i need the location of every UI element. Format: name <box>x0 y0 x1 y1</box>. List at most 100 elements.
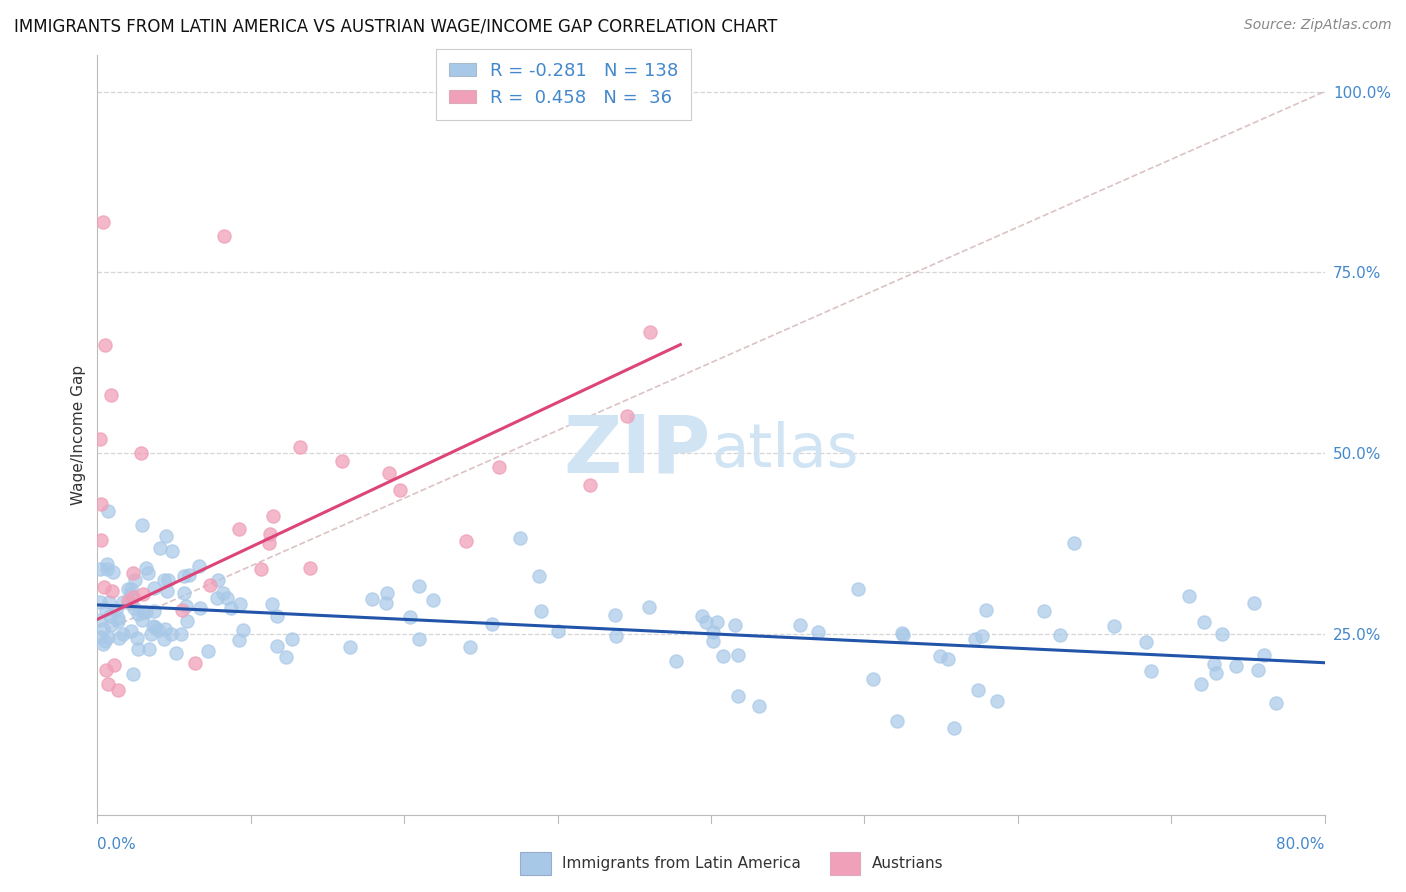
Point <box>970 628 993 642</box>
Point <box>173 569 195 583</box>
Point <box>107 611 129 625</box>
Point <box>298 561 321 575</box>
Point <box>138 641 160 656</box>
Point <box>330 453 353 467</box>
Point <box>375 596 398 610</box>
Point <box>481 616 503 631</box>
Point <box>724 618 747 632</box>
Point <box>509 531 531 545</box>
Point <box>117 593 139 607</box>
Point <box>103 657 125 672</box>
Point <box>143 582 166 596</box>
Point <box>177 567 200 582</box>
Point <box>89 595 111 609</box>
Point <box>103 565 125 579</box>
Point <box>690 609 713 624</box>
Point <box>1135 634 1157 648</box>
Point <box>228 523 250 537</box>
Point <box>97 504 120 518</box>
Point <box>93 634 115 648</box>
Point <box>184 656 207 670</box>
Point <box>1192 615 1215 629</box>
Text: atlas: atlas <box>711 421 859 480</box>
Point <box>93 581 115 595</box>
Point <box>153 632 176 646</box>
Point <box>136 566 159 581</box>
Point <box>165 646 187 660</box>
Point <box>173 586 195 600</box>
Point <box>274 650 297 665</box>
Point <box>388 483 411 498</box>
Point <box>91 623 114 637</box>
Point <box>127 607 149 621</box>
Point <box>98 609 121 624</box>
Point <box>135 561 157 575</box>
Point <box>198 577 221 591</box>
Point <box>135 605 157 619</box>
Point <box>97 677 120 691</box>
Point <box>96 562 118 576</box>
Text: ZIP: ZIP <box>564 411 711 489</box>
Point <box>101 583 124 598</box>
Point <box>160 627 183 641</box>
Point <box>97 630 120 644</box>
Point <box>111 627 134 641</box>
Point <box>120 582 142 596</box>
Point <box>212 229 235 244</box>
Point <box>94 602 117 616</box>
Point <box>217 591 239 605</box>
Point <box>695 615 717 629</box>
Point <box>928 648 950 663</box>
Point <box>727 648 749 663</box>
Point <box>170 603 193 617</box>
Point <box>807 625 830 640</box>
Point <box>1253 648 1275 662</box>
Point <box>156 573 179 587</box>
Point <box>89 630 111 644</box>
Point <box>665 654 688 668</box>
Point <box>117 582 139 597</box>
Point <box>141 627 163 641</box>
Point <box>143 604 166 618</box>
Point <box>702 633 724 648</box>
Point <box>1189 676 1212 690</box>
Point <box>120 587 142 601</box>
Point <box>132 605 155 619</box>
Point <box>748 699 770 714</box>
Point <box>100 617 122 632</box>
Point <box>100 388 122 402</box>
Point <box>262 509 284 524</box>
Point <box>702 624 724 639</box>
Point <box>890 626 912 640</box>
Point <box>205 591 228 606</box>
Point <box>96 557 118 571</box>
Point <box>547 624 569 638</box>
Point <box>124 573 146 587</box>
Point <box>1243 595 1265 609</box>
Point <box>398 609 420 624</box>
Point <box>207 573 229 587</box>
Point <box>1033 604 1056 618</box>
Point <box>142 619 165 633</box>
Y-axis label: Wage/Income Gap: Wage/Income Gap <box>72 365 86 505</box>
Point <box>197 644 219 658</box>
Legend: R = -0.281   N = 138, R =  0.458   N =  36: R = -0.281 N = 138, R = 0.458 N = 36 <box>436 49 692 120</box>
Point <box>1102 619 1125 633</box>
Point <box>377 466 399 480</box>
Point <box>259 535 281 549</box>
Point <box>266 609 288 624</box>
Point <box>605 629 627 643</box>
Point <box>891 628 914 642</box>
Point <box>1140 665 1163 679</box>
Point <box>713 648 735 663</box>
Point <box>986 694 1008 708</box>
Point <box>90 533 112 547</box>
Text: IMMIGRANTS FROM LATIN AMERICA VS AUSTRIAN WAGE/INCOME GAP CORRELATION CHART: IMMIGRANTS FROM LATIN AMERICA VS AUSTRIA… <box>14 18 778 36</box>
Point <box>89 613 111 627</box>
Point <box>93 215 115 229</box>
Text: Source: ZipAtlas.com: Source: ZipAtlas.com <box>1244 18 1392 32</box>
Point <box>454 533 477 548</box>
Point <box>281 632 304 647</box>
Point <box>249 562 271 576</box>
Point <box>160 544 183 558</box>
